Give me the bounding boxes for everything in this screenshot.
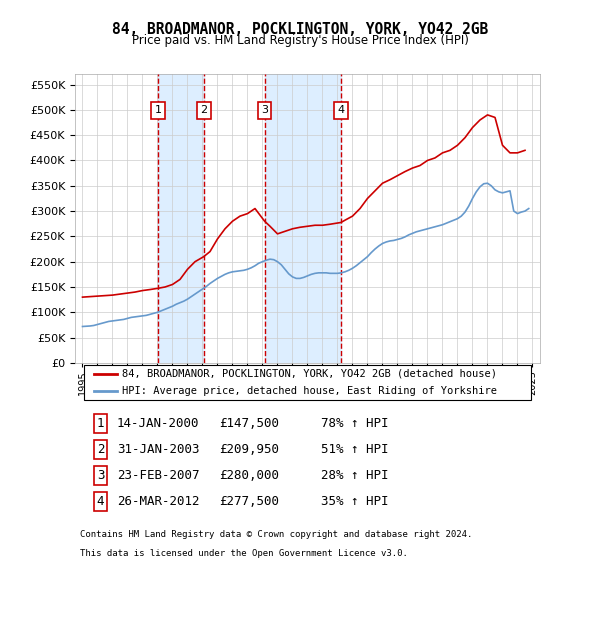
Text: 51% ↑ HPI: 51% ↑ HPI	[322, 443, 389, 456]
Text: 1: 1	[155, 105, 161, 115]
Text: £147,500: £147,500	[219, 417, 279, 430]
Text: 35% ↑ HPI: 35% ↑ HPI	[322, 495, 389, 508]
Text: 2: 2	[200, 105, 207, 115]
Text: 28% ↑ HPI: 28% ↑ HPI	[322, 469, 389, 482]
Bar	[158, 74, 203, 363]
Text: 14-JAN-2000: 14-JAN-2000	[117, 417, 199, 430]
Text: £280,000: £280,000	[219, 469, 279, 482]
Text: 2: 2	[97, 443, 104, 456]
Text: 84, BROADMANOR, POCKLINGTON, YORK, YO42 2GB (detached house): 84, BROADMANOR, POCKLINGTON, YORK, YO42 …	[121, 369, 497, 379]
Text: This data is licensed under the Open Government Licence v3.0.: This data is licensed under the Open Gov…	[80, 549, 407, 557]
Text: 31-JAN-2003: 31-JAN-2003	[117, 443, 199, 456]
Text: 4: 4	[97, 495, 104, 508]
Text: 3: 3	[261, 105, 268, 115]
Text: HPI: Average price, detached house, East Riding of Yorkshire: HPI: Average price, detached house, East…	[121, 386, 497, 396]
Text: £209,950: £209,950	[219, 443, 279, 456]
Text: 1: 1	[97, 417, 104, 430]
Text: 4: 4	[337, 105, 344, 115]
Text: 26-MAR-2012: 26-MAR-2012	[117, 495, 199, 508]
Text: 78% ↑ HPI: 78% ↑ HPI	[322, 417, 389, 430]
FancyBboxPatch shape	[84, 365, 531, 401]
Text: £277,500: £277,500	[219, 495, 279, 508]
Text: 23-FEB-2007: 23-FEB-2007	[117, 469, 199, 482]
Text: 84, BROADMANOR, POCKLINGTON, YORK, YO42 2GB: 84, BROADMANOR, POCKLINGTON, YORK, YO42 …	[112, 22, 488, 37]
Text: 3: 3	[97, 469, 104, 482]
Bar	[265, 74, 341, 363]
Text: Price paid vs. HM Land Registry's House Price Index (HPI): Price paid vs. HM Land Registry's House …	[131, 34, 469, 47]
Text: Contains HM Land Registry data © Crown copyright and database right 2024.: Contains HM Land Registry data © Crown c…	[80, 529, 472, 539]
